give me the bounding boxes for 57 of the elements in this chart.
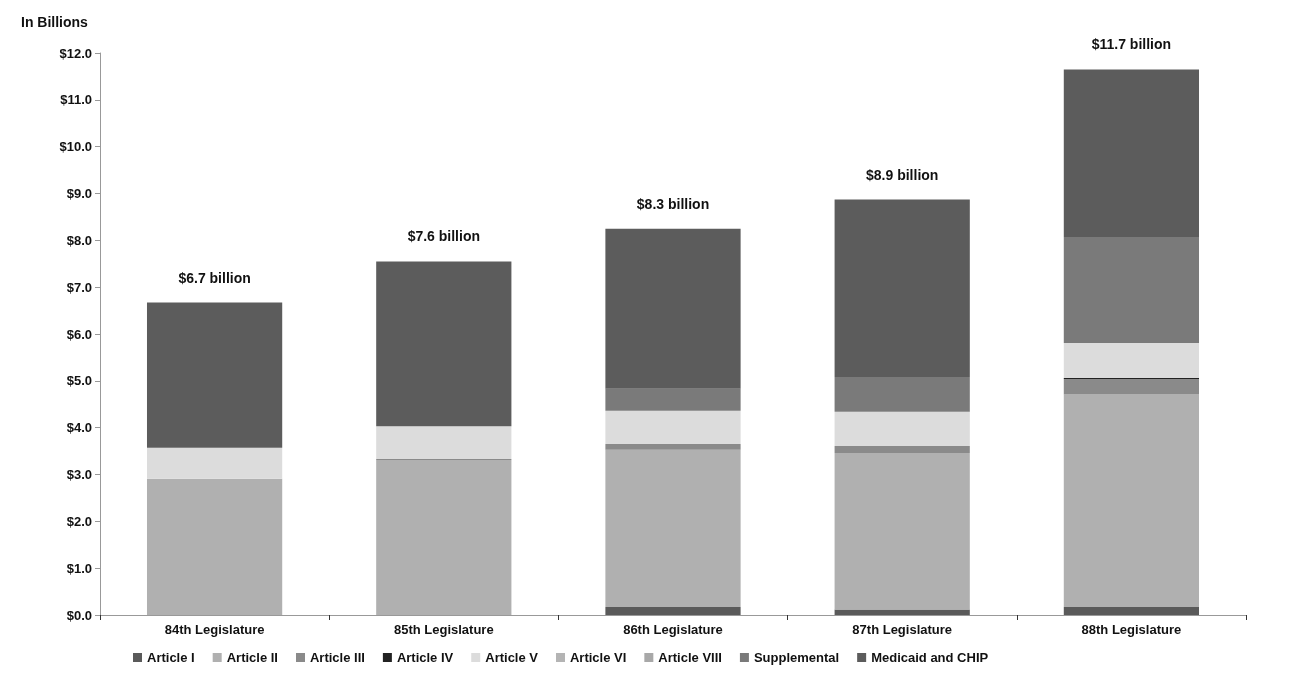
bar (1063, 607, 1200, 615)
bar (1063, 69, 1200, 238)
x-tick-label: 85th Legislature (393, 622, 494, 637)
bar (376, 426, 512, 460)
y-tick-label: $11.0 (60, 92, 92, 108)
legend-label: Article II (226, 650, 278, 665)
bar (1063, 394, 1200, 608)
y-tick-label: $10.0 (59, 139, 92, 155)
y-tick-label: $0.0 (66, 607, 92, 623)
total-label: $8.9 billion (866, 166, 939, 183)
bar (605, 444, 741, 450)
y-tick-label: $12.0 (59, 45, 92, 61)
bar (376, 261, 512, 427)
bar (605, 228, 741, 389)
total-label: $8.3 billion (636, 195, 710, 212)
x-tick-label: 86th Legislature (623, 622, 723, 637)
bar (834, 609, 970, 615)
bar (834, 377, 970, 412)
legend-label: Article IV (396, 650, 454, 665)
total-label: $11.7 billion (1091, 36, 1172, 53)
x-tick-label: 88th Legislature (1081, 622, 1182, 637)
y-tick-label: $8.0 (66, 232, 92, 248)
bar (605, 607, 741, 615)
bar (1063, 342, 1200, 379)
y-axis-title: In Billions (21, 14, 89, 30)
y-tick-label: $9.0 (66, 186, 92, 201)
legend-label: Article III (309, 650, 365, 665)
y-tick-label: $1.0 (66, 560, 92, 576)
legend-label: Article V (485, 650, 539, 665)
bar (146, 302, 283, 448)
x-tick-label: 84th Legislature (164, 622, 265, 637)
total-label: $6.7 billion (178, 269, 251, 286)
bar (834, 445, 970, 453)
x-tick-label: 87th Legislature (852, 622, 953, 637)
bar (146, 478, 283, 615)
bar (834, 199, 970, 378)
bar (605, 388, 741, 411)
bar (146, 447, 283, 479)
legend-label: Article VIII (658, 650, 722, 665)
bar (376, 459, 512, 615)
bar (834, 411, 970, 446)
total-label: $7.6 billion (407, 228, 480, 245)
bar (1063, 237, 1200, 343)
bar (605, 410, 741, 445)
legend-label: Supplemental (753, 650, 840, 665)
legend-label: Article I (147, 650, 195, 665)
bar (834, 452, 970, 610)
y-tick-label: $6.0 (66, 326, 92, 342)
y-tick-label: $3.0 (66, 467, 92, 482)
bar (1063, 378, 1200, 395)
bar (605, 449, 741, 608)
y-tick-label: $5.0 (66, 373, 92, 389)
y-tick-label: $4.0 (66, 420, 92, 436)
y-tick-label: $7.0 (66, 279, 92, 295)
legend-label: Article VI (569, 650, 627, 665)
legend-label: Medicaid and CHIP (871, 650, 989, 665)
y-tick-label: $2.0 (66, 513, 92, 529)
